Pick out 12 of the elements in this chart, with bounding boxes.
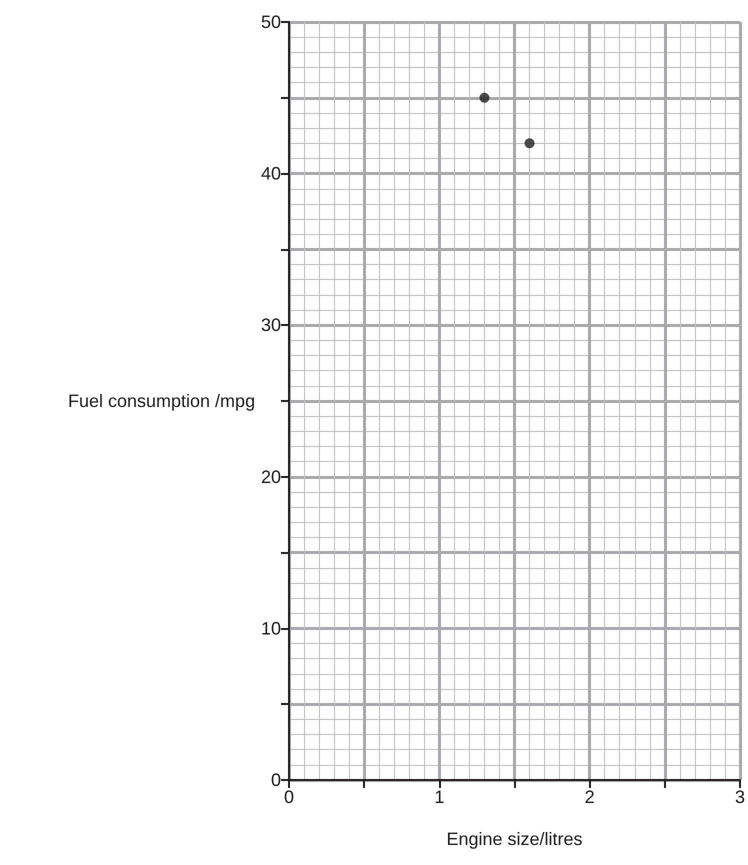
x-axis-title: Engine size/litres	[446, 829, 583, 849]
x-tick-label: 2	[584, 787, 595, 807]
y-axis-title: Fuel consumption /mpg	[68, 391, 256, 411]
x-tick-label: 1	[434, 787, 444, 807]
y-tick-label: 10	[260, 618, 281, 638]
x-tick-label: 3	[734, 787, 745, 807]
y-tick-label: 0	[270, 770, 281, 790]
y-tick-label: 50	[260, 12, 281, 32]
x-tick-label: 0	[284, 787, 294, 807]
y-tick-label: 20	[260, 466, 281, 487]
y-tick-label: 30	[260, 315, 281, 336]
y-tick-label: 40	[260, 164, 281, 184]
